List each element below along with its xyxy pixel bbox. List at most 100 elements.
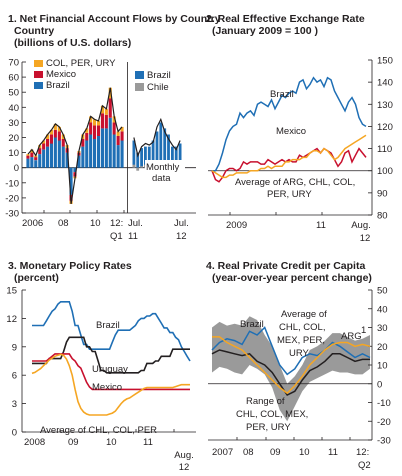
y-tick-label: 50 xyxy=(377,286,388,297)
x-tick-label: Aug. xyxy=(174,450,194,461)
line-average xyxy=(211,349,370,396)
x-tick-label: Q1 xyxy=(110,231,123,242)
bar-col-per-ury xyxy=(57,126,61,132)
bar-brazil xyxy=(34,160,38,168)
series-label-average: Average of ARG, CHL, COL, xyxy=(235,177,355,188)
x-tick-label: 2008 xyxy=(24,437,45,448)
y-tick-label: 80 xyxy=(377,211,388,222)
x-tick-label: 11 xyxy=(128,231,138,242)
bar-mexico xyxy=(120,131,124,141)
bar-col-per-ury xyxy=(46,134,50,139)
legend-swatch xyxy=(34,60,43,67)
bar-brazil xyxy=(57,140,61,168)
bar-brazil xyxy=(61,146,65,168)
x-tick-label: 12: xyxy=(110,218,123,229)
bar-mexico xyxy=(93,125,97,139)
line-arg xyxy=(212,336,371,395)
series-label-brazil: Brazil xyxy=(270,89,294,100)
bar-col-per-ury xyxy=(112,116,116,123)
range-band xyxy=(212,316,370,422)
y-tick-label: 3 xyxy=(12,399,17,410)
bar-mexico xyxy=(53,129,57,138)
y-tick-label: 110 xyxy=(377,144,392,155)
legend-label: COL, PER, URY xyxy=(46,58,116,69)
bar-col-per-ury xyxy=(49,129,53,135)
bar-col-per-ury xyxy=(85,128,89,133)
monthly-bar-brazil xyxy=(155,131,159,168)
bar-col-per-ury xyxy=(97,120,101,126)
y-tick-label: 15 xyxy=(6,286,17,297)
legend-swatch xyxy=(135,83,144,91)
x-tick-label: 10 xyxy=(106,437,117,448)
bar-mexico xyxy=(30,152,34,158)
y-tick-label: -30 xyxy=(5,209,19,220)
x-tick-label: 12 xyxy=(176,231,187,242)
bar-brazil xyxy=(46,146,50,168)
x-tick-label: 09 xyxy=(68,437,79,448)
panel-3-title: 3. Monetary Policy Rates xyxy=(8,260,132,272)
panel-4: 4. Real Private Credit per Capita (year-… xyxy=(206,260,391,471)
line-average xyxy=(211,134,367,179)
bar-brazil xyxy=(116,145,120,168)
y-tick-label: -30 xyxy=(377,436,391,447)
bar-col-per-ury xyxy=(100,105,104,114)
bar-mexico xyxy=(61,139,65,147)
bar-brazil xyxy=(49,143,53,168)
panel-2: 2. Real Effective Exchange Rate (January… xyxy=(206,13,393,244)
bar-mexico xyxy=(81,139,85,147)
x-tick-label: 12 xyxy=(360,233,371,244)
annotation-box xyxy=(145,160,185,185)
monthly-bar-brazil xyxy=(174,146,178,168)
range-label: Range of xyxy=(246,396,285,407)
x-tick-label: 10 xyxy=(90,218,101,229)
line-mexico xyxy=(32,353,190,391)
y-tick-label: -20 xyxy=(5,193,19,204)
panel-4-title: 4. Real Private Credit per Capita xyxy=(206,260,365,272)
bar-brazil xyxy=(120,140,124,168)
y-tick-label: 30 xyxy=(8,118,19,129)
bar-mexico xyxy=(100,113,104,129)
bar-brazil xyxy=(100,128,104,168)
bar-brazil xyxy=(97,136,101,168)
monthly-bar-chile xyxy=(132,164,136,168)
legend-label: Mexico xyxy=(46,69,76,80)
y-tick-label: 6 xyxy=(12,371,17,382)
y-tick-label: 30 xyxy=(377,323,388,334)
bar-col-per-ury xyxy=(93,119,97,126)
y-tick-label: 0 xyxy=(14,163,19,174)
bar-brazil xyxy=(104,128,108,168)
bar-mexico xyxy=(38,148,42,155)
series-label-uruguay: Uruguay xyxy=(92,364,128,375)
y-tick-label: 130 xyxy=(377,100,393,111)
bar-col-per-ury xyxy=(116,131,120,136)
annotation-monthly: Monthly xyxy=(146,162,180,173)
x-tick-label: 12 xyxy=(179,462,190,473)
bar-mexico xyxy=(34,157,38,161)
bar-mexico xyxy=(112,122,116,135)
panel-1-plot: 70 60 50 40 30 20 10 0 -10 -20 -30 COL, PER, URYMex… xyxy=(5,58,196,242)
monthly-bar-brazil xyxy=(159,122,163,168)
bar-brazil xyxy=(81,146,85,168)
y-tick-label: 150 xyxy=(377,56,393,67)
y-tick-label: 70 xyxy=(8,58,19,69)
bar-mexico xyxy=(57,131,61,141)
x-tick-label: 09 xyxy=(270,447,281,458)
bar-col-per-ury xyxy=(53,123,57,130)
panel-2-plot: 150 140 130 120 110 100 90 80 Brazil Mexico Averag… xyxy=(208,56,393,244)
panel-4-plot: 50 40 30 20 10 0 -10 -20 -30 Brazil Average of CHL,… xyxy=(208,286,391,471)
series-label-average-2: PER, URY xyxy=(267,189,312,200)
x-tick-label: 10 xyxy=(299,447,310,458)
monthly-bar-brazil xyxy=(171,146,174,168)
bar-brazil xyxy=(85,140,89,168)
y-tick-label: 40 xyxy=(8,103,19,114)
legend-label: Brazil xyxy=(147,70,171,81)
y-tick-label: 20 xyxy=(377,342,388,353)
line-brazil xyxy=(32,301,191,362)
y-tick-label: 12 xyxy=(6,314,17,325)
bar-col-per-ury xyxy=(61,134,65,139)
x-tick-label: 2007 xyxy=(212,447,233,458)
bar-mexico xyxy=(42,143,46,150)
y-tick-label: -10 xyxy=(377,398,391,409)
monthly-bar-brazil xyxy=(163,128,167,168)
